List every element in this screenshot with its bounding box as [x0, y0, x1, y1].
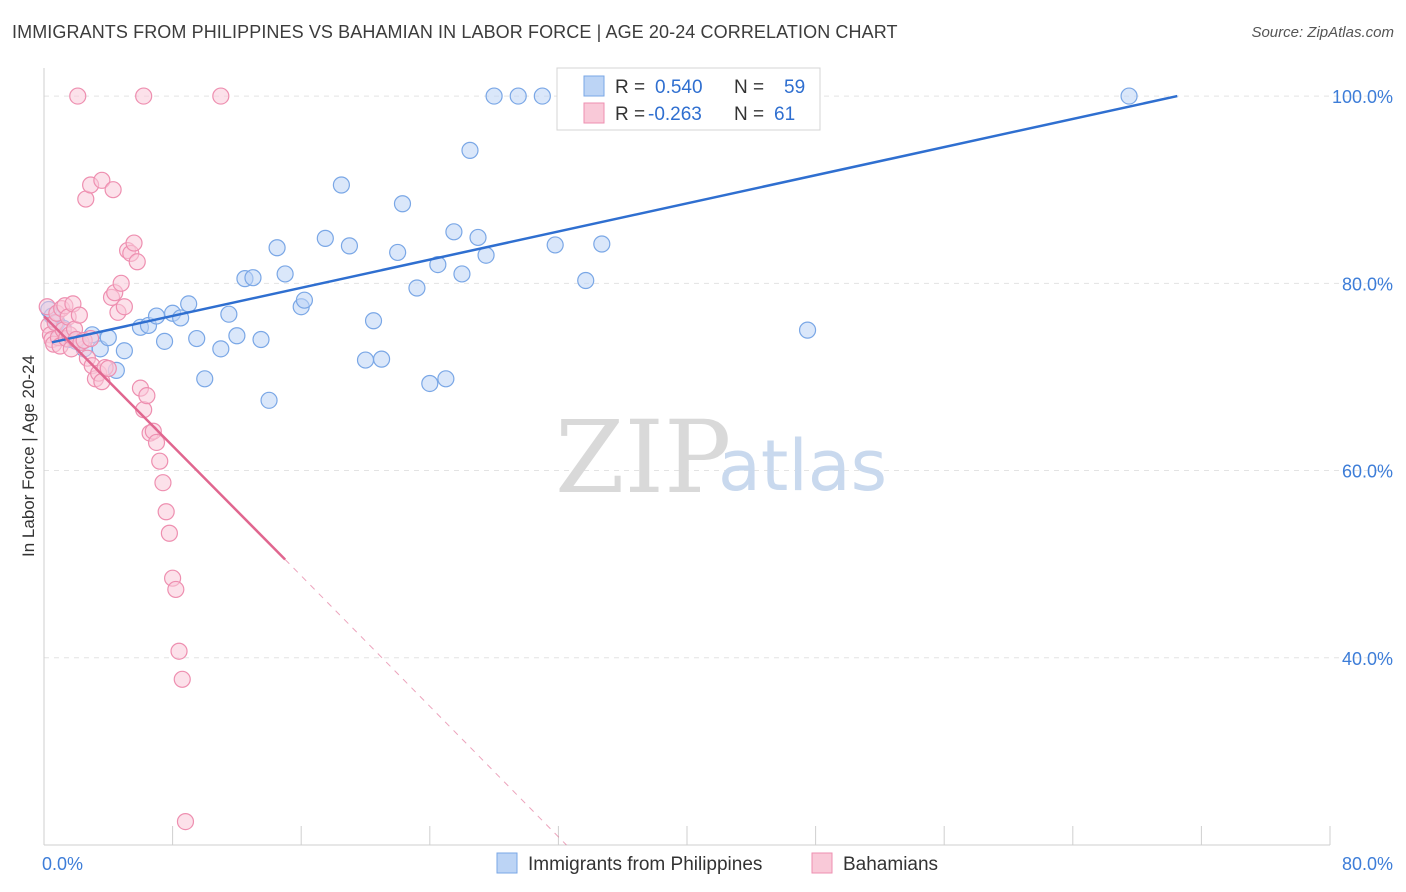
point-philippines — [577, 271, 595, 290]
point-bahamians — [138, 387, 156, 405]
trend-lines — [43, 94, 1178, 846]
point-bahamians — [99, 359, 117, 378]
tick-labels: 40.0% 60.0% 80.0% 100.0% 0.0% 80.0% — [42, 87, 1393, 874]
point-philippines — [533, 87, 551, 105]
point-bahamians — [173, 670, 191, 688]
point-bahamians — [93, 171, 111, 189]
point-philippines — [389, 243, 407, 262]
watermark-atlas: atlas — [718, 425, 887, 507]
legend-swatch-pink — [583, 102, 605, 124]
point-philippines — [372, 350, 391, 368]
bottom-legend-swatch-blue — [496, 852, 518, 874]
point-bahamians — [176, 812, 195, 831]
point-philippines — [393, 195, 412, 213]
point-bahamians — [147, 433, 166, 452]
point-philippines — [453, 265, 471, 283]
point-philippines — [485, 87, 503, 105]
point-bahamians — [69, 87, 87, 105]
trend-line-bahamians — [43, 315, 287, 561]
point-philippines — [276, 265, 294, 283]
legend-r-label-pink: R = — [615, 104, 645, 125]
point-bahamians — [151, 452, 169, 470]
point-philippines — [252, 330, 270, 349]
y-tick-label: 40.0% — [1342, 649, 1393, 669]
source-label: Source: ZipAtlas.com — [1251, 24, 1394, 41]
bottom-legend-label-pink: Bahamians — [843, 854, 938, 875]
point-philippines — [220, 305, 238, 323]
point-bahamians — [128, 253, 146, 271]
point-philippines — [332, 176, 350, 194]
point-philippines — [408, 279, 426, 297]
point-bahamians — [160, 524, 178, 542]
axes — [43, 68, 1331, 846]
point-bahamians — [154, 474, 172, 492]
legend-n-value-blue: 59 — [784, 77, 805, 98]
point-philippines — [593, 235, 611, 253]
point-philippines — [461, 141, 479, 159]
point-philippines — [260, 391, 278, 409]
point-philippines — [356, 351, 375, 369]
point-bahamians — [104, 181, 122, 199]
trend-line-bahamians-extension — [284, 559, 567, 846]
point-philippines — [429, 255, 447, 274]
point-philippines — [509, 87, 527, 105]
watermark-zip: ZIP — [555, 399, 731, 516]
point-philippines — [546, 236, 564, 254]
legend-n-value-pink: 61 — [774, 104, 795, 125]
point-philippines — [188, 329, 206, 348]
point-bahamians — [170, 642, 188, 660]
y-tick-label: 100.0% — [1332, 87, 1393, 107]
point-philippines — [295, 291, 314, 309]
trend-line-philippines — [51, 94, 1178, 344]
legend-r-value-blue: 0.540 — [655, 77, 703, 98]
legend-swatch-blue — [583, 75, 605, 97]
point-philippines — [445, 223, 463, 241]
bottom-legend-label-blue: Immigrants from Philippines — [528, 854, 762, 875]
point-bahamians — [70, 306, 88, 324]
point-bahamians — [125, 234, 143, 252]
x-tick-label: 0.0% — [42, 854, 83, 874]
y-tick-label: 60.0% — [1342, 462, 1393, 482]
legend-box: R = 0.540 N = 59 R = -0.263 N = 61 — [556, 67, 821, 131]
point-philippines — [268, 239, 286, 257]
watermark: ZIP atlas — [555, 399, 887, 516]
point-philippines — [1120, 87, 1138, 105]
point-philippines — [798, 321, 817, 339]
point-philippines — [469, 228, 487, 247]
point-philippines — [244, 269, 262, 287]
point-philippines — [196, 370, 214, 388]
y-tick-label: 80.0% — [1342, 274, 1393, 294]
point-bahamians — [115, 298, 133, 316]
point-bahamians — [167, 580, 185, 599]
point-bahamians — [135, 87, 153, 105]
point-philippines — [364, 312, 383, 330]
point-philippines — [340, 237, 359, 255]
bottom-legend: Immigrants from Philippines Bahamians — [496, 852, 938, 875]
chart-title: IMMIGRANTS FROM PHILIPPINES VS BAHAMIAN … — [12, 22, 898, 42]
point-bahamians — [157, 503, 175, 521]
grid-lines — [44, 95, 1394, 659]
point-philippines — [155, 332, 174, 350]
y-axis-label: In Labor Force | Age 20-24 — [19, 355, 38, 557]
point-bahamians — [112, 274, 130, 292]
legend-n-label-blue: N = — [734, 77, 764, 98]
point-philippines — [228, 327, 246, 345]
point-philippines — [115, 342, 133, 360]
point-philippines — [437, 370, 455, 388]
x-tick-label: 80.0% — [1342, 854, 1393, 874]
legend-r-label-blue: R = — [615, 77, 645, 98]
point-philippines — [316, 229, 334, 247]
point-philippines — [180, 295, 198, 313]
point-philippines — [212, 340, 230, 358]
point-bahamians — [212, 87, 230, 105]
bottom-legend-swatch-pink — [811, 852, 833, 874]
point-philippines — [421, 374, 439, 393]
legend-r-value-pink: -0.263 — [648, 104, 702, 125]
legend-n-label-pink: N = — [734, 104, 764, 125]
